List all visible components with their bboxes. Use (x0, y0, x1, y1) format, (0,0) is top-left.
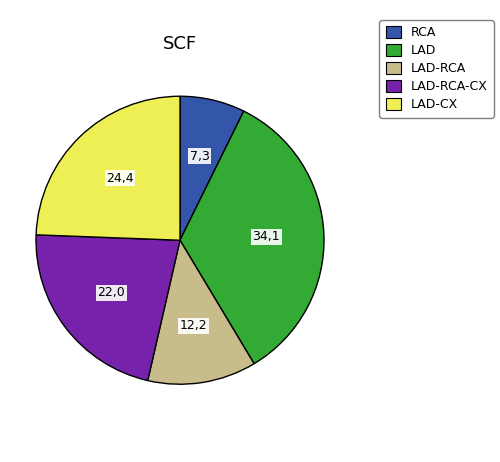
Text: 7,3: 7,3 (190, 150, 210, 163)
Wedge shape (180, 96, 244, 240)
Legend: RCA, LAD, LAD-RCA, LAD-RCA-CX, LAD-CX: RCA, LAD, LAD-RCA, LAD-RCA-CX, LAD-CX (380, 20, 494, 118)
Text: 22,0: 22,0 (98, 286, 126, 299)
Wedge shape (148, 240, 254, 384)
Wedge shape (36, 235, 180, 381)
Text: 12,2: 12,2 (180, 319, 208, 332)
Wedge shape (180, 111, 324, 364)
Wedge shape (36, 96, 180, 240)
Text: 34,1: 34,1 (252, 230, 280, 243)
Text: 24,4: 24,4 (106, 171, 134, 184)
Title: SCF: SCF (163, 35, 197, 53)
